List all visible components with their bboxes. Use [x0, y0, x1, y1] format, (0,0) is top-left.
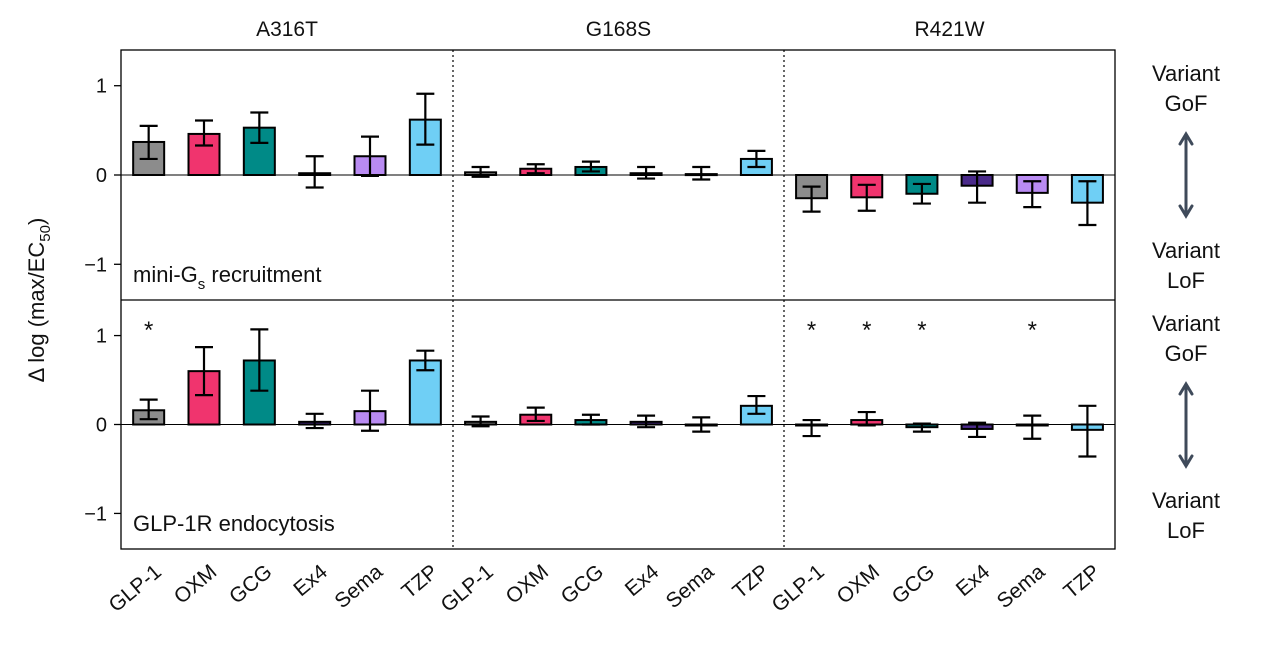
error-bar: [305, 155, 324, 189]
error-bar: [1078, 404, 1097, 458]
x-tick-label: TZP: [728, 560, 773, 603]
significance-star: *: [807, 317, 816, 344]
error-bar: [416, 349, 435, 372]
annotation-lof: Variant: [1152, 238, 1220, 263]
error-bar: [912, 182, 931, 205]
x-tick-label: GCG: [225, 560, 276, 608]
error-bar: [968, 421, 987, 439]
x-tick-label: Sema: [662, 560, 719, 613]
y-tick-label: −1: [84, 254, 107, 276]
error-bar: [139, 124, 158, 161]
error-bar: [912, 422, 931, 433]
x-tick-label: GCG: [557, 560, 608, 608]
annotation-gof: Variant: [1152, 61, 1220, 86]
x-tick-label: GLP-1: [768, 560, 829, 617]
panel-1: 1 0 −1 mini-Gs recruitment Variant GoF Variant…: [84, 61, 1220, 293]
error-bar: [250, 328, 269, 392]
error-bar: [692, 165, 711, 181]
x-tick-label: GLP-1: [437, 560, 498, 617]
error-bar: [195, 346, 213, 397]
error-bar: [857, 410, 876, 427]
panel-2: 1 0 −1 * * * * * GLP-1R endocytosis Variant GoF Var…: [84, 311, 1220, 543]
x-tick-label: TZP: [1059, 560, 1104, 603]
x-tick-label: OXM: [833, 560, 884, 608]
x-tick-label: GCG: [888, 560, 939, 608]
x-tick-label: OXM: [170, 560, 221, 608]
error-bar: [802, 418, 821, 438]
y-axis-label: Δ log (max/EC50): [24, 218, 54, 383]
x-tick-label: Sema: [330, 560, 387, 613]
error-bar: [637, 165, 656, 180]
error-bar: [747, 149, 766, 169]
x-tick-label: Ex4: [621, 560, 664, 601]
significance-star: *: [1028, 317, 1037, 344]
error-bar: [857, 183, 876, 212]
annotation-lof: LoF: [1167, 268, 1205, 293]
x-tick-label: TZP: [397, 560, 442, 603]
arrow-head-up: [1178, 381, 1194, 396]
significance-star: *: [917, 317, 926, 344]
arrow-head-up: [1178, 131, 1194, 146]
variant-header-r421w: R421W: [914, 18, 984, 41]
arrow-head-down: [1178, 204, 1194, 219]
y-tick-label: 0: [96, 415, 107, 437]
panel-label: mini-Gs recruitment: [133, 262, 321, 293]
bar-a316t-gcg: [242, 126, 276, 177]
variant-header-a316t: A316T: [256, 18, 318, 41]
y-tick-label: −1: [84, 503, 107, 525]
error-bar: [305, 412, 324, 430]
error-bar: [416, 92, 435, 146]
error-bar: [1023, 414, 1042, 440]
error-bar: [250, 111, 269, 144]
error-bar: [802, 185, 821, 213]
annotation-gof: GoF: [1165, 91, 1208, 116]
error-bar: [1078, 180, 1097, 227]
error-bar: [471, 415, 490, 428]
variant-header-g168s: G168S: [586, 18, 651, 41]
error-bar: [581, 413, 600, 426]
error-bar: [139, 398, 158, 421]
error-bar: [747, 394, 766, 415]
annotation-gof: GoF: [1165, 341, 1208, 366]
error-bar: [581, 160, 600, 173]
error-bar: [692, 416, 711, 433]
error-bar: [195, 119, 213, 147]
double-arrow-icon: [1178, 381, 1194, 469]
x-tick-label: GLP-1: [105, 560, 166, 617]
x-tick-label: Ex4: [289, 560, 332, 601]
significance-star: *: [862, 317, 871, 344]
significance-star: *: [144, 317, 153, 344]
annotation-lof: Variant: [1152, 488, 1220, 513]
y-tick-label: 1: [96, 326, 107, 348]
double-arrow-icon: [1178, 131, 1194, 219]
panel-label: GLP-1R endocytosis: [133, 511, 335, 536]
error-bar: [637, 414, 656, 429]
y-tick-label: 0: [96, 165, 107, 187]
error-bar: [471, 165, 490, 178]
error-bar: [526, 163, 545, 175]
error-bar: [968, 170, 987, 204]
error-bar: [1023, 180, 1042, 209]
arrow-head-down: [1178, 454, 1194, 469]
x-tick-label: OXM: [502, 560, 553, 608]
error-bar: [361, 135, 379, 177]
error-bar: [361, 389, 379, 432]
y-tick-label: 1: [96, 76, 107, 98]
annotation-lof: LoF: [1167, 518, 1205, 543]
error-bar: [526, 406, 545, 423]
x-tick-label: Ex4: [952, 560, 995, 601]
x-tick-label: Sema: [993, 560, 1050, 613]
annotation-gof: Variant: [1152, 311, 1220, 336]
